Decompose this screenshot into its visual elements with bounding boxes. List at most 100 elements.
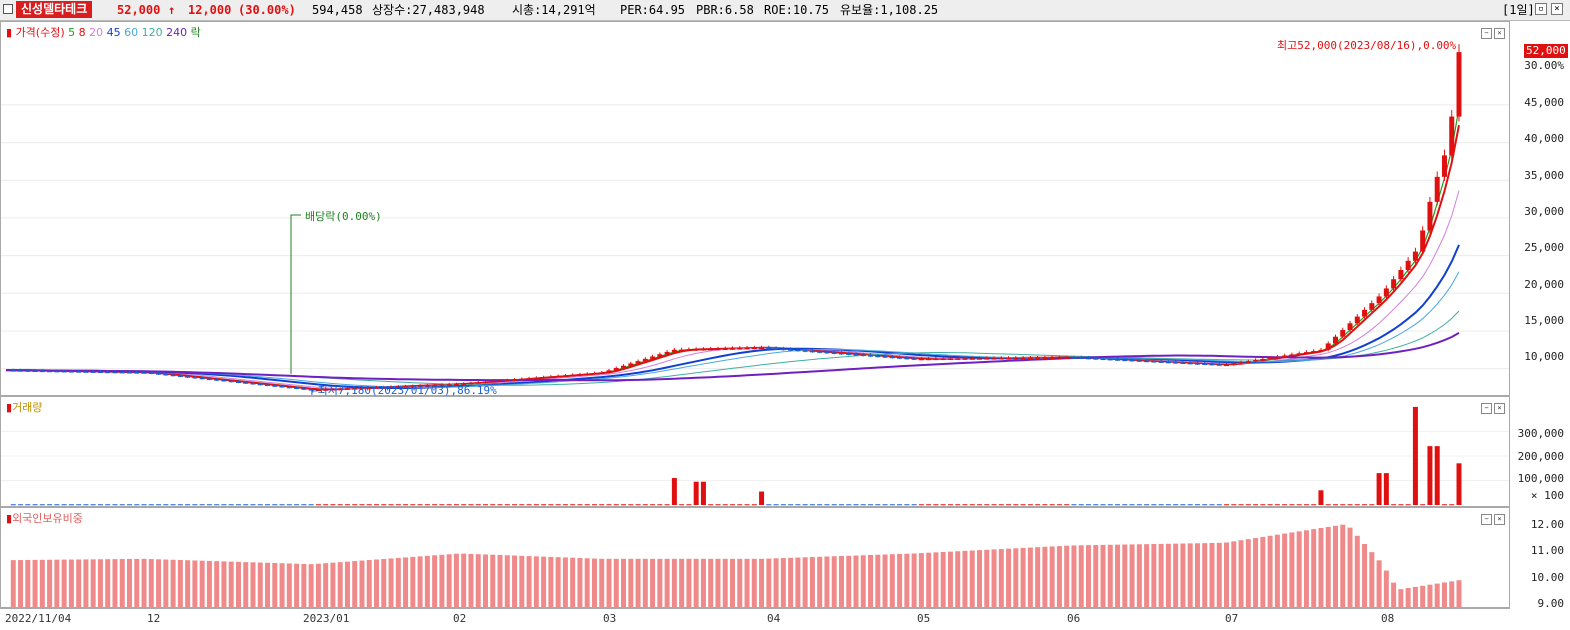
candle-body (1231, 363, 1237, 365)
candle-body (926, 358, 932, 361)
foreign-bar (1115, 544, 1121, 607)
candle-body (766, 347, 772, 350)
candle-body (1412, 251, 1418, 261)
foreign-bar (1383, 570, 1389, 607)
foreign-bar (1420, 585, 1426, 607)
foreign-bar (148, 559, 154, 607)
candle-body (584, 373, 590, 376)
candle-body (1332, 336, 1338, 344)
candle-body (1383, 288, 1389, 297)
volume-bar (1332, 504, 1338, 506)
close-icon[interactable]: × (1551, 3, 1563, 15)
close-icon[interactable]: × (1494, 28, 1505, 39)
restore-icon[interactable]: ▫ (1535, 3, 1547, 15)
foreign-bar (301, 563, 307, 607)
candle-body (32, 370, 38, 372)
foreign-bar (504, 555, 510, 607)
foreign-bar (1122, 544, 1128, 607)
foreign-bar (1318, 528, 1324, 607)
foreign-bar (39, 559, 45, 607)
candle-body (1398, 270, 1404, 280)
candle-body (424, 385, 430, 387)
legend-rak[interactable]: 락 (190, 26, 201, 39)
legend-ma-20[interactable]: 20 (89, 26, 104, 39)
candle-body (897, 357, 903, 359)
candle-body (148, 372, 154, 374)
foreign-bar (955, 551, 961, 607)
volume-bar (998, 504, 1004, 506)
close-icon[interactable]: × (1494, 403, 1505, 414)
foreign-bar (773, 558, 779, 607)
foreign-bar (417, 556, 423, 607)
volume-bar (570, 504, 576, 506)
volume-bar (759, 491, 765, 505)
foreign-bar (308, 564, 314, 607)
foreign-bar (1144, 544, 1150, 607)
volume-bar (250, 504, 256, 506)
legend-ma-240[interactable]: 240 (166, 26, 188, 39)
candle-body (788, 349, 794, 351)
foreign-bar (1035, 547, 1041, 607)
candle-body (1035, 357, 1041, 360)
foreign-bar (1303, 530, 1309, 607)
price-chart (1, 44, 1509, 395)
foreign-bar (1325, 526, 1331, 607)
candle-body (1245, 361, 1251, 363)
foreign-bar (1405, 588, 1411, 607)
date-tick: 08 (1381, 612, 1395, 625)
roe-value: ROE:10.75 (764, 3, 830, 17)
volume-bar (61, 504, 67, 506)
volume-bar (780, 504, 786, 506)
volume-panel[interactable]: ▮거래량 − × (0, 396, 1510, 507)
volume-bar (926, 504, 932, 506)
candle-body (940, 358, 946, 361)
candle-body (1136, 360, 1142, 362)
volume-bar (1456, 463, 1462, 505)
stock-name[interactable]: 신성델타테크 (16, 1, 93, 18)
volume-bar (722, 504, 728, 506)
date-tick: 02 (453, 612, 467, 625)
minimize-icon[interactable]: − (1481, 28, 1492, 39)
volume-bar (555, 504, 561, 506)
legend-ma-60[interactable]: 60 (124, 26, 139, 39)
volume-bar (1340, 504, 1346, 506)
candle-body (105, 371, 111, 374)
legend-ma-8[interactable]: 8 (78, 26, 86, 39)
minimize-icon[interactable]: − (1481, 514, 1492, 525)
volume-bar (1013, 504, 1019, 506)
candle-body (984, 358, 990, 360)
period-selector[interactable]: [1일] (1502, 3, 1535, 17)
foreign-panel[interactable]: ▮외국인보유비중 − × (0, 507, 1510, 608)
volume-bar (1071, 504, 1077, 506)
volume-bar (679, 504, 685, 506)
foreign-bar (533, 556, 539, 607)
minimize-icon[interactable]: − (1481, 403, 1492, 414)
legend-ma-45[interactable]: 45 (106, 26, 121, 39)
volume-bar (1260, 504, 1266, 506)
foreign-bar (606, 558, 612, 607)
foreign-bar (766, 558, 772, 607)
foreign-bar (141, 558, 147, 607)
foreign-bar (374, 559, 380, 607)
foreign-bar (1369, 552, 1375, 607)
volume-bar (700, 481, 706, 505)
candle-body (911, 358, 917, 360)
candle-body (1303, 352, 1309, 354)
candle-body (272, 385, 278, 387)
volume-bar (83, 504, 89, 506)
foreign-bar (214, 561, 220, 607)
legend-ma-5[interactable]: 5 (68, 26, 76, 39)
volume-bar (1405, 504, 1411, 506)
foreign-bar (838, 556, 844, 607)
foreign-bar (831, 556, 837, 607)
volume-bar (766, 504, 772, 506)
volume-bar (1427, 446, 1433, 505)
candle-body (715, 348, 721, 351)
foreign-bar (243, 562, 249, 607)
select-checkbox[interactable] (3, 4, 13, 14)
candle-body (809, 350, 815, 353)
price-panel[interactable]: ▮ 가격(수정) 5 8 20 45 60 120 240 락 − × 최고52,… (0, 21, 1510, 397)
legend-ma-120[interactable]: 120 (141, 26, 163, 39)
close-icon[interactable]: × (1494, 514, 1505, 525)
candle-body (1122, 359, 1128, 362)
